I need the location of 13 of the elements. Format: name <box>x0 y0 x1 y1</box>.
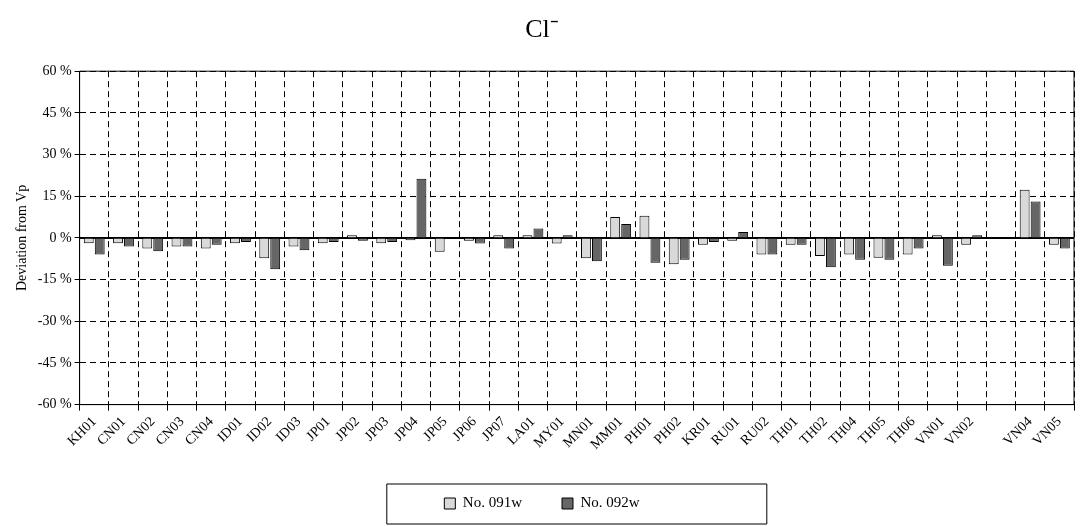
y-tick-label: -15 % <box>37 271 72 287</box>
y-tick-label: -30 % <box>37 312 72 328</box>
y-axis-title: Deviation from Vp <box>14 184 30 292</box>
y-tick-label: 0 % <box>49 229 72 245</box>
y-tick-label: 45 % <box>42 104 72 120</box>
legend-label: No. 091w <box>462 494 523 511</box>
y-tick-label: -45 % <box>37 354 72 370</box>
y-tick-label: 30 % <box>42 146 72 162</box>
chart-title: Cl⁻ <box>525 14 559 44</box>
y-tick-label: 15 % <box>42 187 72 203</box>
y-tick-label: -60 % <box>37 396 72 412</box>
y-tick-label: 60 % <box>42 62 72 78</box>
legend-label: No. 092w <box>580 494 640 511</box>
